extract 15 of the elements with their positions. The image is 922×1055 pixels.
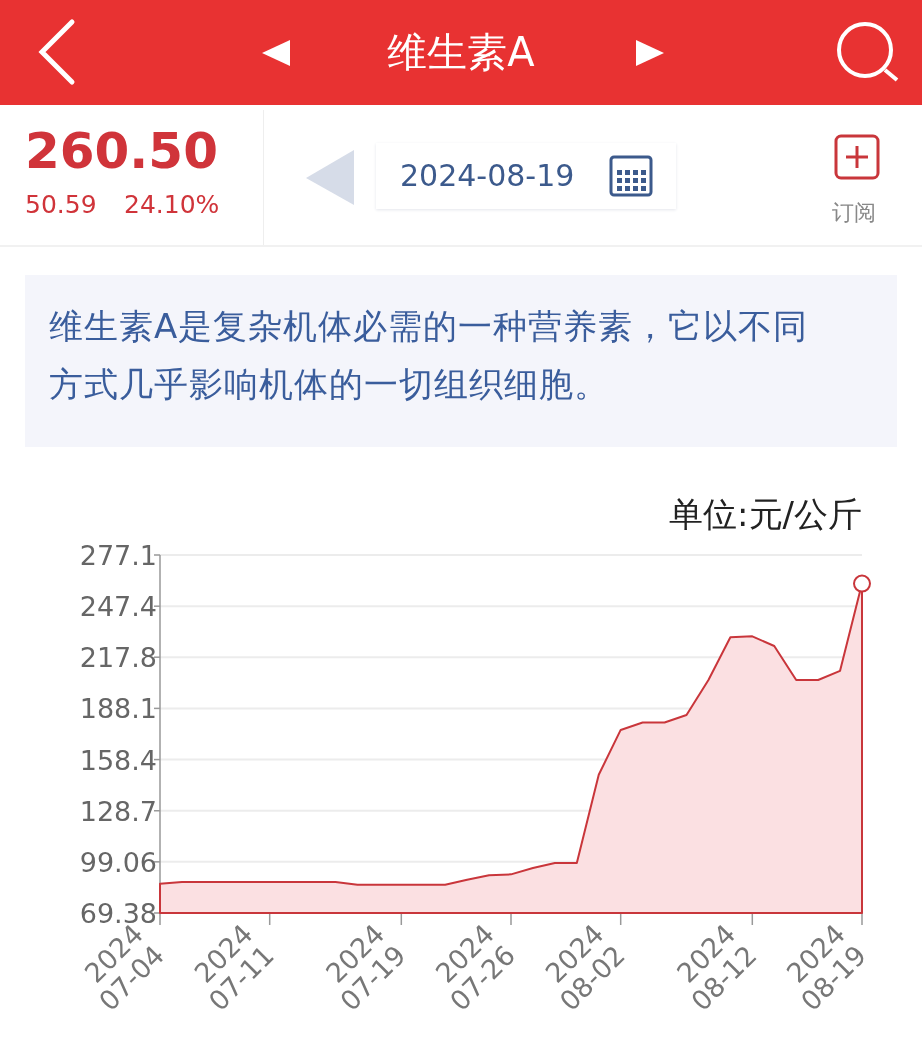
y-tick-label: 188.1 (79, 693, 157, 725)
y-tick-label: 247.4 (79, 591, 157, 623)
chart-subtitle: 维生素A是复杂机体必需的一种营养素，它以不同方式几乎影响机体的一切组织细胞。 (25, 275, 897, 447)
y-tick-label: 217.8 (79, 642, 157, 674)
y-tick-label: 158.4 (79, 744, 157, 776)
y-axis-title: 单位:元/公斤 (668, 493, 862, 536)
text: 24.10% (124, 190, 220, 219)
y-tick-label: 128.7 (79, 795, 157, 827)
text: 订阅 (832, 199, 876, 227)
text: 50.59 (25, 190, 97, 219)
y-tick-label: 99.06 (79, 846, 157, 878)
text: 2024-08-19 (376, 143, 676, 209)
text: 260.50 (25, 122, 218, 180)
y-tick-label: 277.1 (79, 540, 157, 571)
chart-title: 维生素A (386, 28, 536, 77)
